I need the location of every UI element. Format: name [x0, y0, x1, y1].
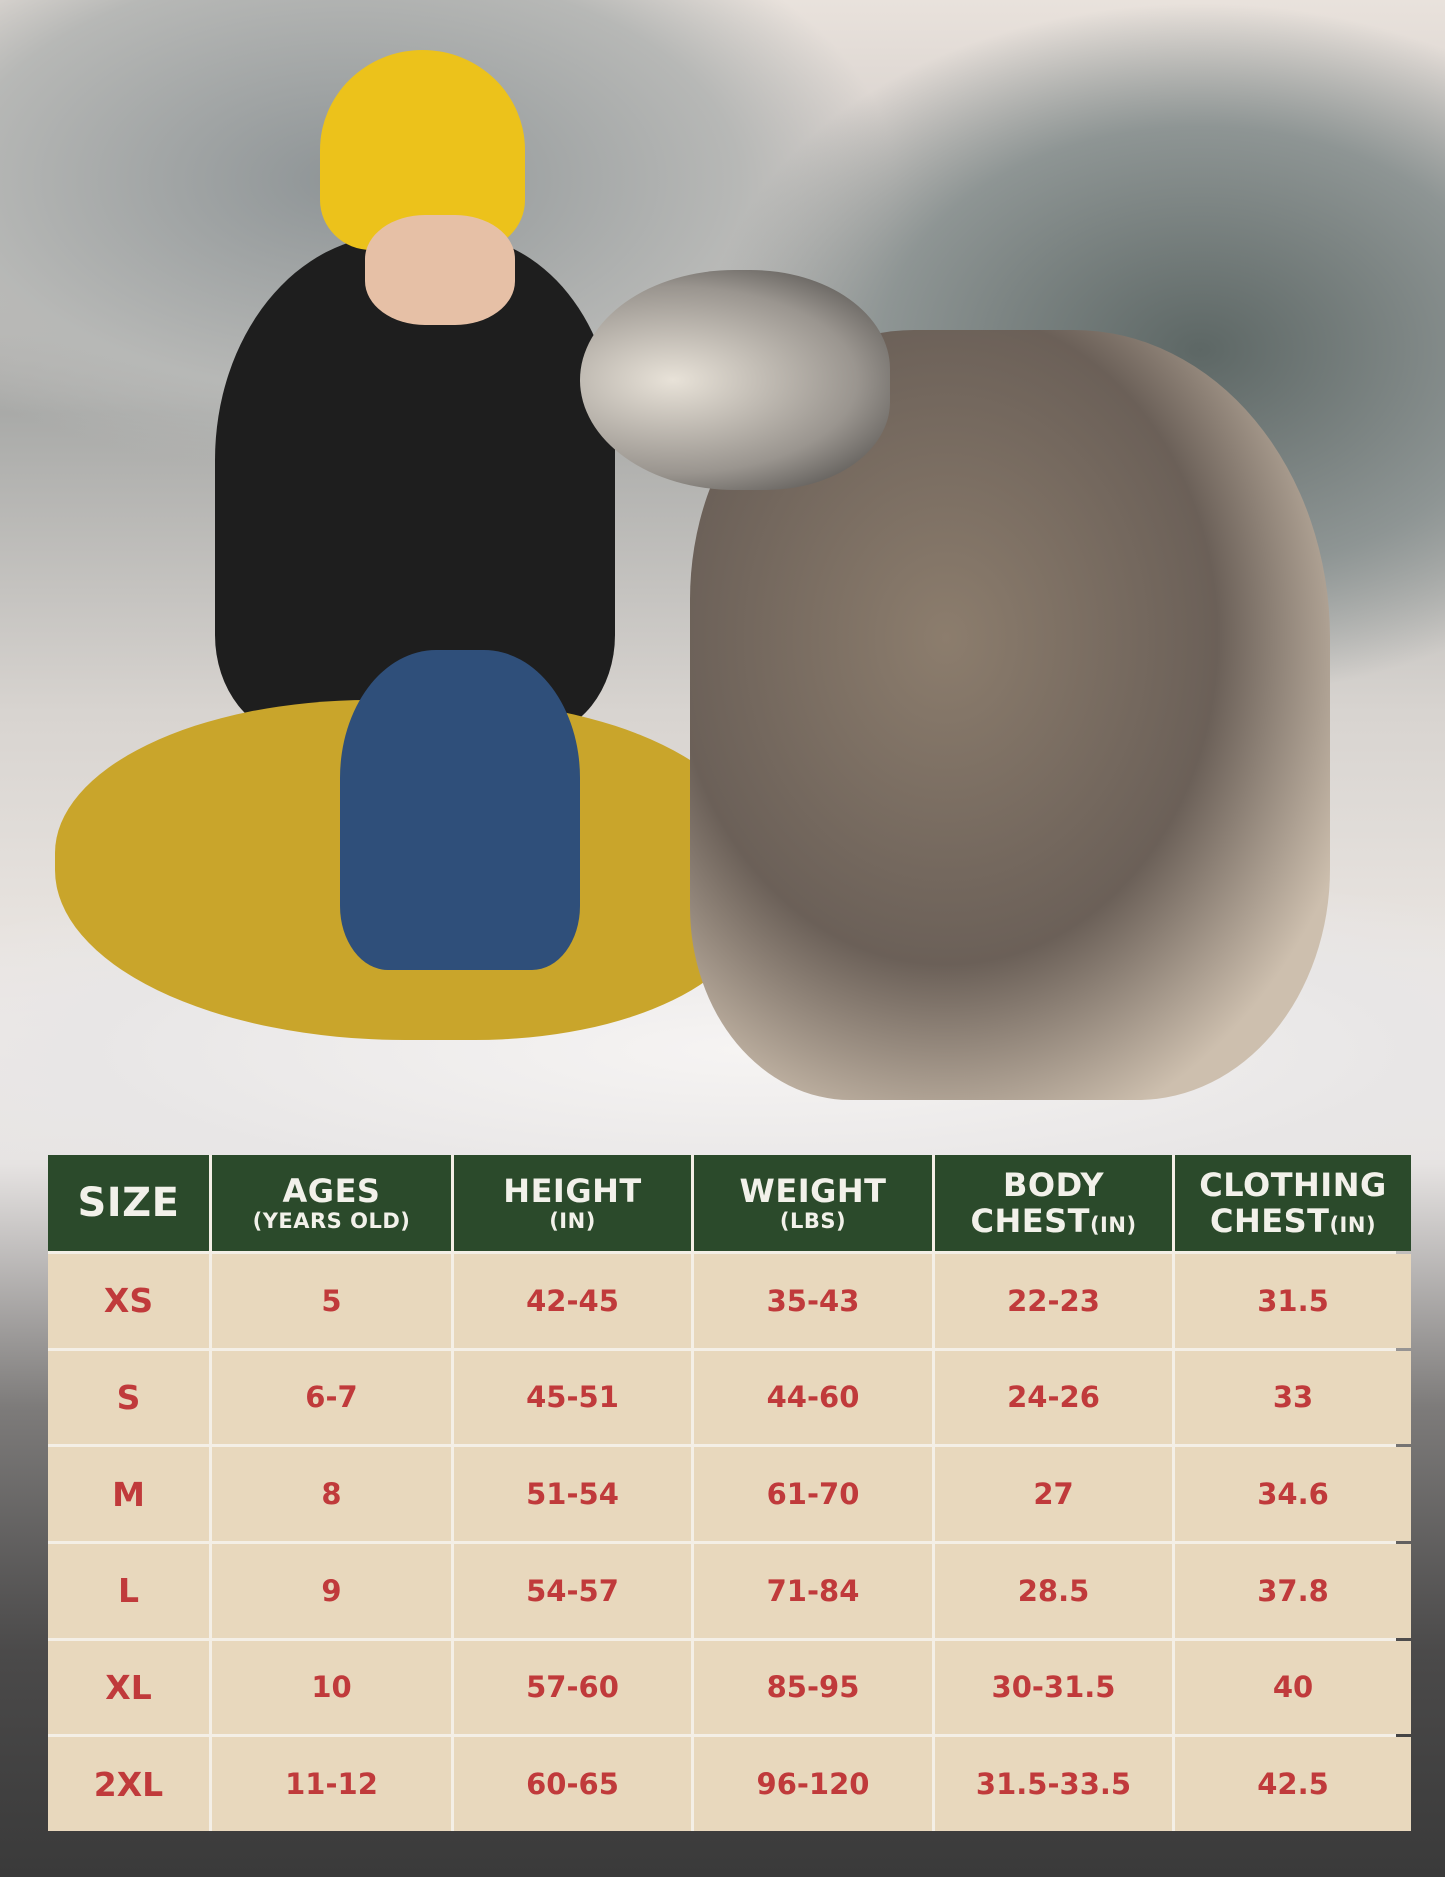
table-cell: 27 [935, 1447, 1172, 1541]
header-clothing-chest: CLOTHING CHEST(IN) [1175, 1155, 1411, 1251]
table-cell: 24-26 [935, 1350, 1172, 1445]
header-weight: WEIGHT (LBS) [694, 1155, 932, 1251]
table-cell: 35-43 [694, 1254, 932, 1348]
header-label: CHEST [970, 1202, 1090, 1240]
table-cell: 11-12 [212, 1737, 451, 1831]
size-cell: XL [48, 1640, 209, 1735]
header-unit: (LBS) [779, 1209, 847, 1233]
table-cell: 37.8 [1175, 1543, 1411, 1638]
table-cell: 10 [212, 1640, 451, 1735]
table-cell: 40 [1175, 1640, 1411, 1735]
size-cell: L [48, 1543, 209, 1638]
header-height: HEIGHT (IN) [454, 1155, 691, 1251]
table-cell: 30-31.5 [935, 1640, 1172, 1735]
table-cell: 60-65 [454, 1737, 691, 1831]
table-cell: 34.6 [1175, 1447, 1411, 1541]
child-face [365, 215, 515, 325]
table-cell: 9 [212, 1543, 451, 1638]
header-label: SIZE [77, 1180, 180, 1226]
header-ages: AGES (YEARS OLD) [212, 1155, 451, 1251]
header-label: AGES [282, 1172, 381, 1210]
table-cell: 31.5 [1175, 1254, 1411, 1348]
header-label: CHEST [1209, 1202, 1330, 1240]
jeans [340, 650, 580, 970]
size-cell: S [48, 1350, 209, 1445]
table-cell: 71-84 [694, 1543, 932, 1638]
table-cell: 57-60 [454, 1640, 691, 1735]
header-label: BODY [1003, 1166, 1104, 1204]
size-cell: XS [48, 1254, 209, 1348]
table-cell: 44-60 [694, 1350, 932, 1445]
size-chart-table: SIZE AGES (YEARS OLD) HEIGHT (IN) WEIGHT (L… [48, 1155, 1411, 1831]
header-unit: (IN) [1089, 1213, 1137, 1237]
header-label: HEIGHT [503, 1172, 642, 1210]
table-cell: 31.5-33.5 [935, 1737, 1172, 1831]
table-cell: 42.5 [1175, 1737, 1411, 1831]
header-size: SIZE [48, 1155, 209, 1251]
photo-background [0, 0, 1445, 1160]
header-unit: (IN) [1329, 1213, 1377, 1237]
header-unit: (YEARS OLD) [252, 1209, 411, 1233]
table-cell: 33 [1175, 1350, 1411, 1445]
table-cell: 22-23 [935, 1254, 1172, 1348]
header-label: CLOTHING [1199, 1166, 1387, 1204]
husky-head [580, 270, 890, 490]
table-cell: 61-70 [694, 1447, 932, 1541]
header-unit: (IN) [549, 1209, 596, 1233]
header-label: WEIGHT [739, 1172, 887, 1210]
table-cell: 6-7 [212, 1350, 451, 1445]
table-cell: 96-120 [694, 1737, 932, 1831]
header-body-chest: BODY CHEST(IN) [935, 1155, 1172, 1251]
table-cell: 54-57 [454, 1543, 691, 1638]
table-cell: 45-51 [454, 1350, 691, 1445]
table-cell: 51-54 [454, 1447, 691, 1541]
table-cell: 85-95 [694, 1640, 932, 1735]
table-cell: 5 [212, 1254, 451, 1348]
size-cell: M [48, 1447, 209, 1541]
table-cell: 8 [212, 1447, 451, 1541]
table-cell: 42-45 [454, 1254, 691, 1348]
table-cell: 28.5 [935, 1543, 1172, 1638]
size-cell: 2XL [48, 1737, 209, 1831]
